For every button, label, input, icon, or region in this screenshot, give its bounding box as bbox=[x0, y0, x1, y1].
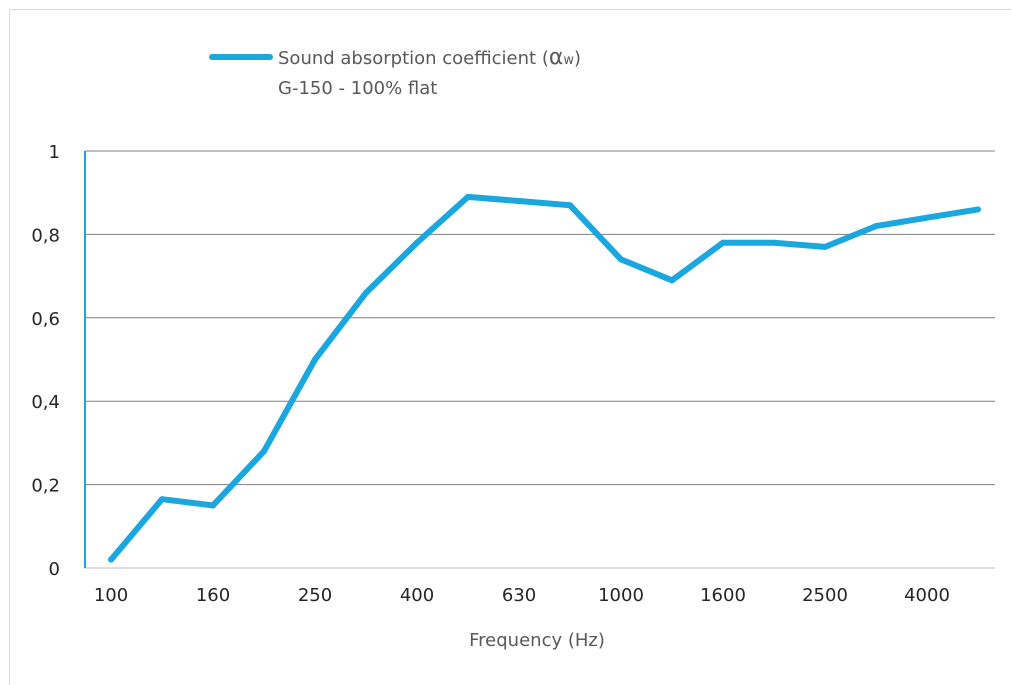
x-tick-label: 630 bbox=[502, 585, 536, 606]
data-point bbox=[975, 206, 981, 213]
data-point bbox=[924, 214, 930, 221]
x-tick-label: 400 bbox=[400, 585, 434, 606]
x-tick-label: 100 bbox=[94, 585, 128, 606]
data-point bbox=[873, 223, 879, 230]
legend-prefix: Sound absorption coefficient ( bbox=[278, 48, 549, 69]
y-tick-label: 0,8 bbox=[31, 225, 60, 246]
data-point bbox=[516, 198, 522, 205]
y-tick-label: 1 bbox=[49, 142, 60, 163]
data-point bbox=[108, 556, 114, 563]
data-point bbox=[414, 239, 420, 246]
y-tick-labels: 0 0,2 0,4 0,6 0,8 1 bbox=[31, 142, 60, 580]
data-point bbox=[822, 243, 828, 250]
data-point bbox=[363, 289, 369, 296]
series-points bbox=[108, 193, 981, 563]
series-line-absorption bbox=[108, 193, 979, 562]
x-tick-label: 1000 bbox=[598, 585, 644, 606]
y-tick-label: 0,2 bbox=[31, 476, 60, 497]
data-point bbox=[261, 448, 267, 455]
y-tick-label: 0 bbox=[49, 559, 60, 580]
legend: Sound absorption coefficient (αw) G-150 … bbox=[209, 45, 581, 99]
data-point bbox=[312, 356, 318, 363]
legend-subscript: w bbox=[563, 53, 574, 68]
legend-suffix: ) bbox=[574, 48, 581, 69]
data-point bbox=[567, 202, 573, 209]
x-tick-label: 2500 bbox=[802, 585, 848, 606]
x-tick-labels: 100 160 250 400 630 1000 1600 2500 4000 bbox=[94, 585, 950, 606]
data-point bbox=[669, 277, 675, 284]
legend-line-1: Sound absorption coefficient (αw) bbox=[278, 45, 581, 70]
data-point bbox=[618, 256, 624, 263]
x-tick-label: 250 bbox=[298, 585, 332, 606]
y-tick-label: 0,4 bbox=[31, 392, 60, 413]
x-tick-label: 160 bbox=[196, 585, 230, 606]
y-tick-label: 0,6 bbox=[31, 309, 60, 330]
gridlines bbox=[85, 150, 995, 569]
chart-frame bbox=[9, 9, 1011, 685]
x-tick-label: 1600 bbox=[700, 585, 746, 606]
legend-line-2: G-150 - 100% flat bbox=[278, 78, 437, 99]
x-tick-label: 4000 bbox=[904, 585, 950, 606]
x-axis-title: Frequency (Hz) bbox=[469, 630, 605, 651]
data-point bbox=[159, 496, 165, 503]
data-point bbox=[465, 193, 471, 200]
legend-alpha: α bbox=[549, 45, 564, 70]
data-point bbox=[771, 239, 777, 246]
data-point bbox=[210, 502, 216, 509]
data-point bbox=[720, 239, 726, 246]
